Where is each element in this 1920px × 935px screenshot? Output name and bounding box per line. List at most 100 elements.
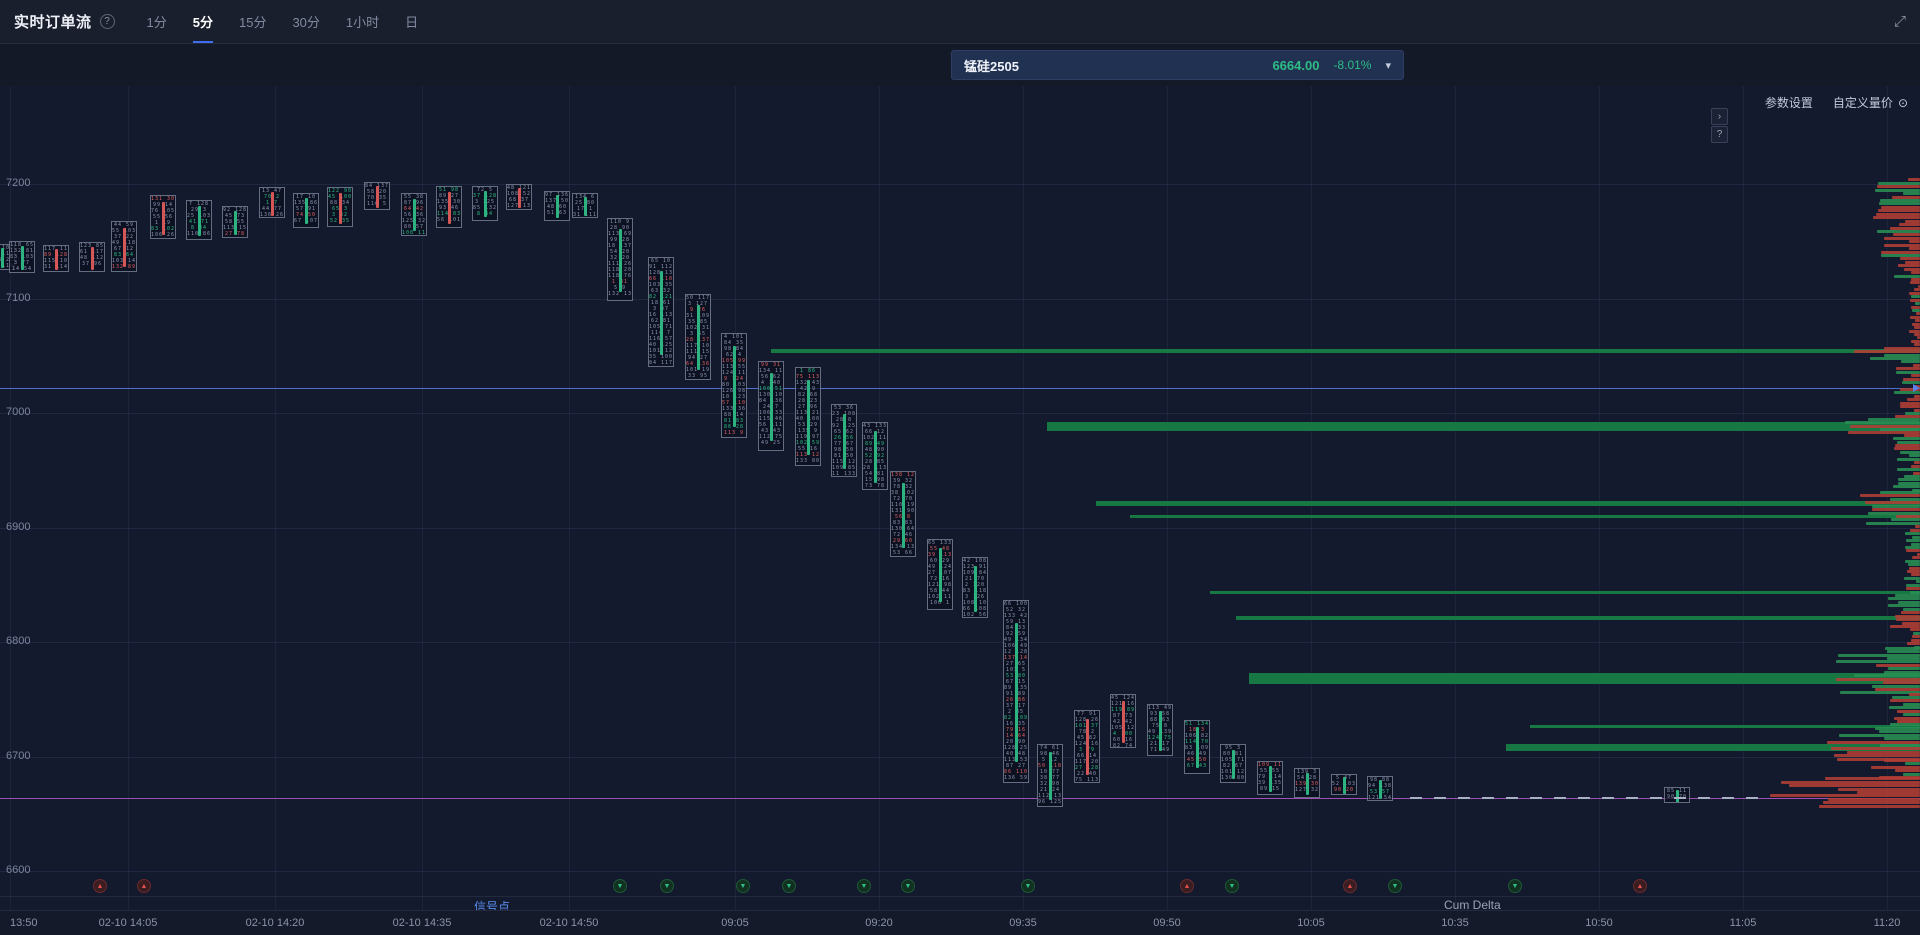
tab-15min[interactable]: 15分 (238, 15, 267, 30)
candle-cluster[interactable]: 77 91 128 26 101 37 78 2 45 82 124 16 3 79 66 1… (1074, 709, 1100, 783)
footprint-row: 44 59 (113, 221, 135, 228)
candle-cluster[interactable]: 118 65 132 81 83 103 3 77 14 54 (9, 241, 35, 274)
candle-body-up (271, 192, 274, 216)
candle-cluster[interactable]: 98 88 94 138 53 57 121 54 (1367, 775, 1393, 802)
buy-signal-marker[interactable]: ▲ (1633, 879, 1647, 893)
volume-profile-bar (1887, 650, 1920, 654)
candle-cluster[interactable]: 123 85 61 117 48 112 37 96 (79, 242, 105, 273)
candle-cluster[interactable]: 72 5 37 128 3 125 85 132 8 84 (472, 186, 498, 221)
candle-cluster[interactable]: 65 133 55 48 39 113 60 29 49 124 27 107 72 16 1… (927, 538, 953, 610)
buy-signal-marker[interactable]: ▲ (1343, 879, 1357, 893)
grid-line-vertical (1887, 86, 1888, 910)
candle-cluster[interactable]: 7 128 29 3 25 103 41 71 8 34 110 86 (186, 200, 212, 241)
sell-signal-marker[interactable]: ▼ (613, 879, 627, 893)
volume-profile-bar (1913, 394, 1920, 398)
flat-price-mark (1722, 796, 1734, 799)
sell-signal-marker[interactable]: ▼ (1508, 879, 1522, 893)
time-axis[interactable]: 13:50 02-10 14:05 02-10 14:20 02-10 14:35 02… (0, 910, 1920, 935)
sell-signal-marker[interactable]: ▼ (857, 879, 871, 893)
candle-body-up (123, 227, 126, 267)
candle-cluster[interactable]: 113 49 93 58 88 63 75 8 49 139 124 75 21 17 71 … (1147, 703, 1173, 757)
chevron-down-icon[interactable]: ▾ (1385, 59, 1391, 72)
candle-cluster[interactable]: 5 47 52 103 90 20 (1331, 773, 1357, 796)
candle-cluster[interactable]: 110 9 28 90 113 69 99 28 18 137 54 20 32 20 111… (607, 218, 633, 301)
tab-1hour[interactable]: 1小时 (345, 15, 380, 30)
candle-body-down (1, 247, 4, 268)
buy-signal-marker[interactable]: ▲ (93, 879, 107, 893)
volume-profile-bar (1818, 804, 1920, 808)
footprint-row: 55 38 (403, 194, 425, 201)
volume-profile-bar (1872, 216, 1920, 220)
time-axis-label: 10:05 (1297, 917, 1325, 929)
sell-signal-marker[interactable]: ▼ (1021, 879, 1035, 893)
volume-profile-bar (1897, 264, 1920, 268)
help-icon[interactable]: ? (99, 14, 115, 29)
tab-30min[interactable]: 30分 (292, 15, 320, 30)
order-flow-chart[interactable]: 参数设置 自定义量价 ⊙ › ? 信号点 Cum Delta 13:50 02-1… (0, 86, 1920, 935)
volume-profile-bar (1788, 784, 1920, 788)
volume-profile-bar (1872, 508, 1920, 512)
volume-profile-bar (1825, 777, 1920, 781)
volume-profile-bar (1902, 377, 1920, 381)
volume-profile-bar (1916, 552, 1920, 556)
symbol-selector[interactable]: 锰硅2505 6664.00 -8.01% ▾ (951, 50, 1404, 80)
candle-cluster[interactable]: 51 98 89 27 135 30 93 46 114 83 56 101 (436, 186, 462, 228)
candle-body-up (376, 186, 379, 208)
parameter-settings-button[interactable]: 参数设置 (1764, 96, 1813, 110)
candle-cluster[interactable]: 1 86 75 113 132 43 42 9 82 68 28 23 27 96 113 2… (795, 367, 821, 466)
candle-cluster[interactable]: 66 100 52 32 133 42 59 13 84 33 92 59 49 134 10… (1003, 599, 1029, 783)
sell-signal-marker[interactable]: ▼ (1225, 879, 1239, 893)
volume-profile-bar (1904, 532, 1920, 536)
candle-cluster[interactable]: 51 134 18 3 106 82 114 70 83 109 46 49 45 50 67… (1184, 719, 1210, 774)
candle-body-down (305, 198, 308, 225)
sell-signal-marker[interactable]: ▼ (1388, 879, 1402, 893)
buy-signal-marker[interactable]: ▲ (1180, 879, 1194, 893)
candle-body-up (91, 246, 94, 270)
sell-signal-marker[interactable]: ▼ (736, 879, 750, 893)
candle-cluster[interactable]: 97 136 137 50 48 60 51 63 (544, 190, 570, 221)
candle-cluster[interactable]: 53 36 23 108 28 8 92 125 65 62 26 56 77 67 98 5… (831, 403, 857, 478)
tab-daily[interactable]: 日 (405, 15, 419, 30)
candle-cluster[interactable]: 74 61 98 46 5 12 50 118 10 77 38 77 32 90 21 24… (1037, 743, 1063, 807)
candle-cluster[interactable]: 42 108 123 91 109 84 21 70 2 120 83 118 3 126 1… (962, 557, 988, 618)
sell-signal-marker[interactable]: ▼ (901, 879, 915, 893)
candle-cluster[interactable]: 131 30 99 14 76 105 55 56 1 19 83 102 106 26 (150, 195, 176, 239)
custom-volume-price-button[interactable]: 自定义量价 ⊙ (1833, 94, 1908, 111)
volume-profile-bar (1900, 387, 1920, 391)
volume-profile-bar (1906, 539, 1920, 543)
support-band (1236, 615, 1920, 620)
candle-cluster[interactable]: 50 117 3 127 9 26 31 109 35 85 102 31 3 65 28 1… (685, 293, 711, 380)
buy-signal-marker[interactable]: ▲ (137, 879, 151, 893)
panel-collapse-button[interactable]: › (1711, 108, 1728, 125)
volume-profile-bar (1906, 398, 1920, 402)
candle-cluster[interactable]: 17 10 135 86 57 91 74 50 67 107 (293, 193, 319, 228)
expand-icon[interactable]: ⤢ (1893, 13, 1906, 30)
candle-cluster[interactable]: 84 137 58 20 70 35 116 5 (364, 181, 390, 211)
panel-help-button[interactable]: ? (1711, 126, 1728, 143)
tab-1min[interactable]: 1分 (146, 15, 167, 30)
candle-cluster[interactable]: 134 6 25 80 17 1 31 111 (572, 193, 598, 219)
sell-signal-marker[interactable]: ▼ (660, 879, 674, 893)
volume-profile-bar (1914, 332, 1920, 336)
sell-signal-marker[interactable]: ▼ (782, 879, 796, 893)
candle-cluster[interactable]: 92 128 45 73 58 55 113 15 27 78 (222, 205, 248, 238)
tab-5min[interactable]: 5分 (192, 0, 213, 43)
candle-cluster[interactable]: 139 3 54 28 139 30 127 32 (1294, 767, 1320, 798)
candle-body-down (1015, 622, 1018, 762)
grid-line-horizontal (0, 642, 1920, 643)
